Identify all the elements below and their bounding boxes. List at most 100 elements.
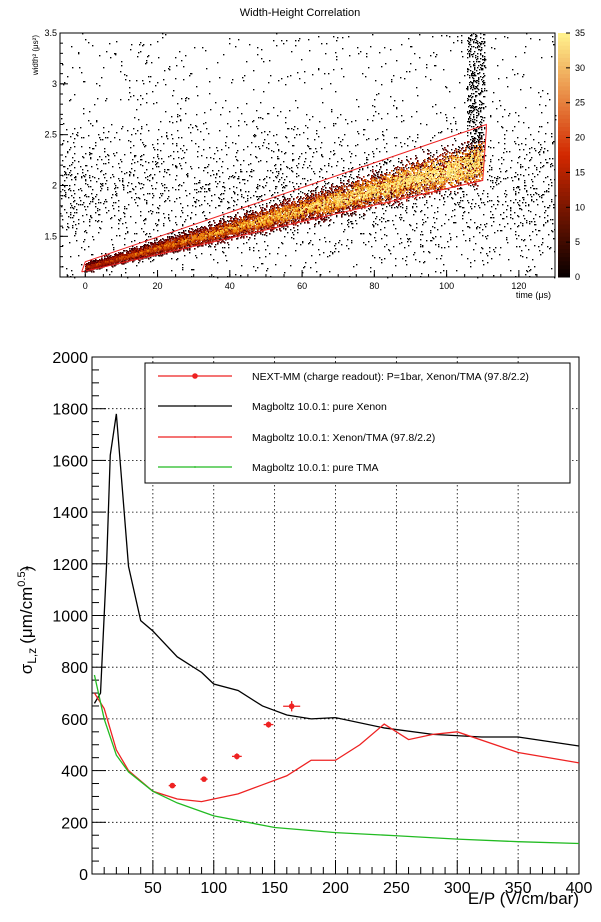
heatmap-y-tick-label: 1.5 xyxy=(44,231,57,241)
x-tick-label: 400 xyxy=(566,880,593,897)
colorbar-segment xyxy=(558,183,570,189)
series-line-3 xyxy=(93,674,580,845)
legend-swatch-marker xyxy=(192,373,198,379)
heatmap-x-tick-label: 20 xyxy=(153,281,163,291)
colorbar-segment xyxy=(558,106,570,111)
y-axis-label-symbol: σ xyxy=(17,663,36,674)
colorbar-segment xyxy=(558,65,570,71)
colorbar-segment xyxy=(558,57,570,62)
data-point xyxy=(288,703,295,710)
colorbar-tick-label: 5 xyxy=(575,237,580,247)
series-lines xyxy=(93,413,580,845)
x-tick-label: 350 xyxy=(505,880,532,897)
colorbar-segment xyxy=(558,175,570,180)
colorbar-segment xyxy=(558,236,570,241)
colorbar-tick-label: 15 xyxy=(575,167,585,177)
colorbar-segment xyxy=(558,244,570,250)
colorbar-segment xyxy=(558,248,570,254)
heatmap-y-tick-label: 2 xyxy=(52,181,57,191)
heatmap-x-tick-label: 100 xyxy=(439,281,454,291)
colorbar-segment xyxy=(558,134,570,140)
colorbar-tick-label: 10 xyxy=(575,202,585,212)
colorbar-segment xyxy=(558,272,570,278)
colorbar-segment xyxy=(558,130,570,136)
colorbar-segment xyxy=(558,199,570,205)
colorbar-tick-label: 20 xyxy=(575,133,585,143)
legend-swatch-marker xyxy=(194,466,196,468)
colorbar-segment xyxy=(558,216,570,221)
colorbar-segment xyxy=(558,187,570,193)
colorbar-segment xyxy=(558,256,570,262)
colorbar-segment xyxy=(558,110,570,115)
y-tick-label: 200 xyxy=(61,815,88,832)
colorbar-segment xyxy=(558,61,570,67)
x-tick-label: 150 xyxy=(261,880,288,897)
x-tick-label: 250 xyxy=(383,880,410,897)
legend-swatch-marker xyxy=(194,436,196,438)
x-tick-label: 300 xyxy=(444,880,471,897)
legend-swatch-marker xyxy=(194,405,196,407)
colorbar-segment xyxy=(558,102,570,107)
heatmap-x-tick-label: 120 xyxy=(511,281,526,291)
y-axis-label-unit-exp: 0.5 xyxy=(16,571,28,586)
colorbar-segment xyxy=(558,114,570,119)
data-point xyxy=(265,721,272,728)
colorbar-segment xyxy=(558,203,570,209)
y-tick-label: 1200 xyxy=(52,557,88,574)
heatmap-y-tick-label: 3 xyxy=(52,79,57,89)
legend-box xyxy=(144,362,571,484)
heatmap-x-tick-label: 80 xyxy=(369,281,379,291)
heatmap-y-tick-label: 2.5 xyxy=(44,130,57,140)
legend-label: Magboltz 10.0.1: pure TMA xyxy=(252,462,378,474)
x-tick-label: 50 xyxy=(144,880,162,897)
colorbar-segment xyxy=(558,122,570,128)
colorbar-segment xyxy=(558,159,570,164)
legend-label: Magboltz 10.0.1: Xenon/TMA (97.8/2.2) xyxy=(252,432,435,444)
y-axis-label: σL,z (μm/cm0.5) xyxy=(16,566,39,675)
colorbar-segment xyxy=(558,77,570,83)
colorbar-segment xyxy=(558,45,570,50)
colorbar-segment xyxy=(558,264,570,270)
colorbar-segment xyxy=(558,98,570,103)
heatmap-x-axis-label: time (μs) xyxy=(516,290,551,300)
colorbar: 0 5 10 15 20 25 30 35 xyxy=(558,28,585,282)
data-point xyxy=(201,776,207,782)
data-point xyxy=(169,782,176,789)
y-tick-label: 2000 xyxy=(52,350,88,367)
colorbar-segment xyxy=(558,211,570,217)
x-axis-label: E/P (V/cm/bar) xyxy=(468,889,579,908)
y-axis-label-unit: (μm/cm xyxy=(17,587,36,644)
colorbar-segment xyxy=(558,252,570,258)
width-height-correlation-chart: 0 20 40 60 80 100 120 1.5 2 2.5 3 3.5 0 5 10 15 20 25 30 3… xyxy=(31,7,585,300)
cut-region-outline xyxy=(81,123,487,273)
x-tick-label: 200 xyxy=(322,880,349,897)
data-point xyxy=(234,753,240,760)
colorbar-segment xyxy=(558,138,570,144)
y-tick-label: 1400 xyxy=(52,505,88,522)
heatmap-spike-cells xyxy=(467,33,487,167)
colorbar-segment xyxy=(558,155,570,160)
colorbar-segment xyxy=(558,220,570,225)
colorbar-segment xyxy=(558,33,570,38)
heatmap-axes: 0 20 40 60 80 100 120 1.5 2 2.5 3 3.5 xyxy=(44,28,556,291)
legend-label: Magboltz 10.0.1: pure Xenon xyxy=(252,401,387,413)
y-tick-label: 1000 xyxy=(52,609,88,626)
colorbar-segment xyxy=(558,228,570,233)
y-tick-label: 800 xyxy=(61,660,88,677)
y-axis-label-sub: L,z xyxy=(25,648,39,664)
colorbar-segment xyxy=(558,126,570,132)
plot-frame xyxy=(91,356,580,875)
colorbar-segment xyxy=(558,73,570,79)
y-axis-label-star: * xyxy=(24,563,29,578)
colorbar-segment xyxy=(558,69,570,75)
colorbar-segment xyxy=(558,85,570,91)
colorbar-segment xyxy=(558,146,570,152)
colorbar-segment xyxy=(558,224,570,229)
colorbar-segment xyxy=(558,268,570,274)
colorbar-tick-label: 35 xyxy=(575,28,585,38)
y-tick-label: 1800 xyxy=(52,402,88,419)
heatmap-y-tick-label: 3.5 xyxy=(44,28,57,38)
colorbar-segment xyxy=(558,142,570,148)
colorbar-segment xyxy=(558,191,570,197)
y-tick-label: 0 xyxy=(79,867,88,884)
